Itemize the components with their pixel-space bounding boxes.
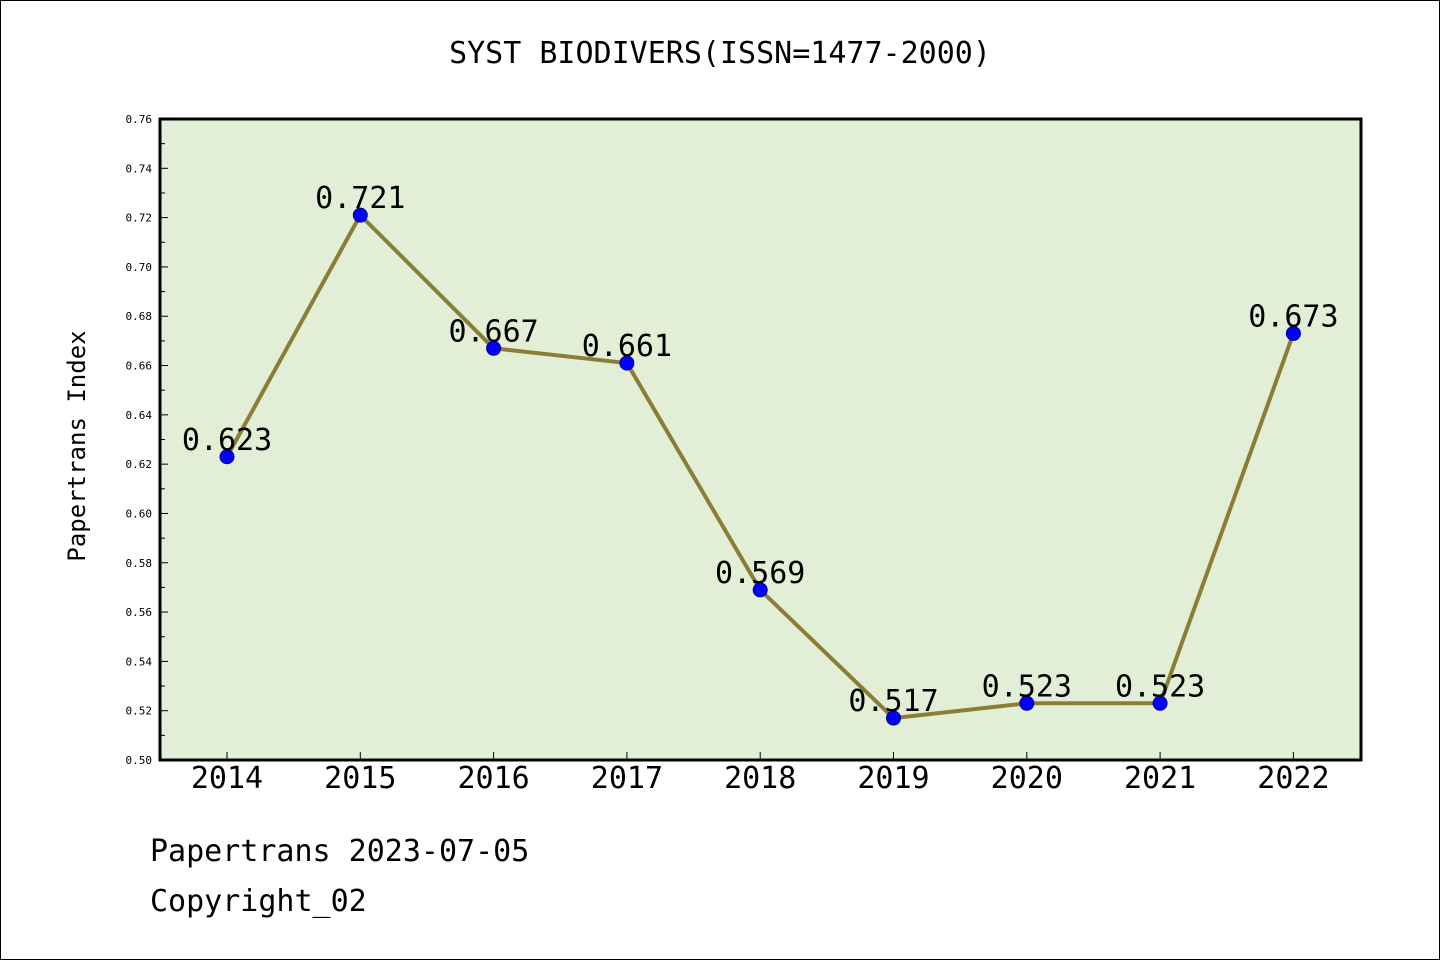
data-label-2017: 0.661: [582, 329, 672, 364]
data-point-2019: [886, 710, 901, 726]
data-label-2021: 0.523: [1115, 669, 1205, 704]
data-label-2015: 0.721: [315, 181, 405, 216]
x-tick-label-2020: 2020: [991, 761, 1063, 796]
data-point-2020: [1019, 695, 1035, 711]
y-tick-label: 0.56: [126, 606, 153, 619]
x-tick-label-2017: 2017: [591, 761, 663, 796]
y-tick-label: 0.64: [126, 409, 153, 422]
data-label-2016: 0.667: [448, 314, 538, 349]
y-tick-label: 0.66: [126, 360, 153, 373]
chart-title: SYST BIODIVERS(ISSN=1477-2000): [449, 36, 991, 71]
plot-area: [158, 117, 1363, 762]
data-label-2022: 0.673: [1248, 299, 1338, 334]
data-point-2016: [486, 340, 502, 356]
y-tick-label: 0.76: [126, 113, 153, 126]
x-tick-label-2014: 2014: [191, 761, 263, 796]
x-tick-label-2015: 2015: [324, 761, 396, 796]
x-tick-label-2016: 2016: [457, 761, 529, 796]
data-label-2014: 0.623: [182, 423, 272, 458]
data-label-2019: 0.517: [848, 684, 938, 719]
data-point-2018: [752, 582, 768, 598]
x-tick-label-2022: 2022: [1257, 761, 1329, 796]
y-tick-label: 0.54: [126, 655, 153, 668]
y-tick-label: 0.60: [126, 507, 153, 520]
y-tick-label: 0.62: [126, 458, 153, 471]
y-tick-label: 0.72: [126, 212, 153, 225]
x-tick-label-2018: 2018: [724, 761, 796, 796]
y-tick-label: 0.74: [126, 162, 153, 175]
footer-date: Papertrans 2023-07-05: [150, 834, 530, 869]
x-tick-label-2019: 2019: [857, 761, 929, 796]
data-label-2018: 0.569: [715, 556, 805, 591]
y-tick-label: 0.58: [126, 557, 153, 570]
y-axis-label: Papertrans Index: [63, 330, 91, 561]
y-tick-label: 0.68: [126, 310, 153, 323]
data-label-2020: 0.523: [982, 669, 1072, 704]
data-point-2015: [352, 207, 368, 223]
data-point-2021: [1152, 695, 1168, 711]
x-tick-label-2021: 2021: [1124, 761, 1196, 796]
y-tick-label: 0.70: [126, 261, 153, 274]
y-tick-label: 0.50: [126, 754, 153, 767]
y-tick-label: 0.52: [126, 705, 153, 718]
data-point-2022: [1285, 325, 1301, 341]
data-point-2017: [619, 355, 635, 371]
data-point-2014: [219, 449, 235, 465]
footer-copyright: Copyright_02: [150, 884, 367, 919]
